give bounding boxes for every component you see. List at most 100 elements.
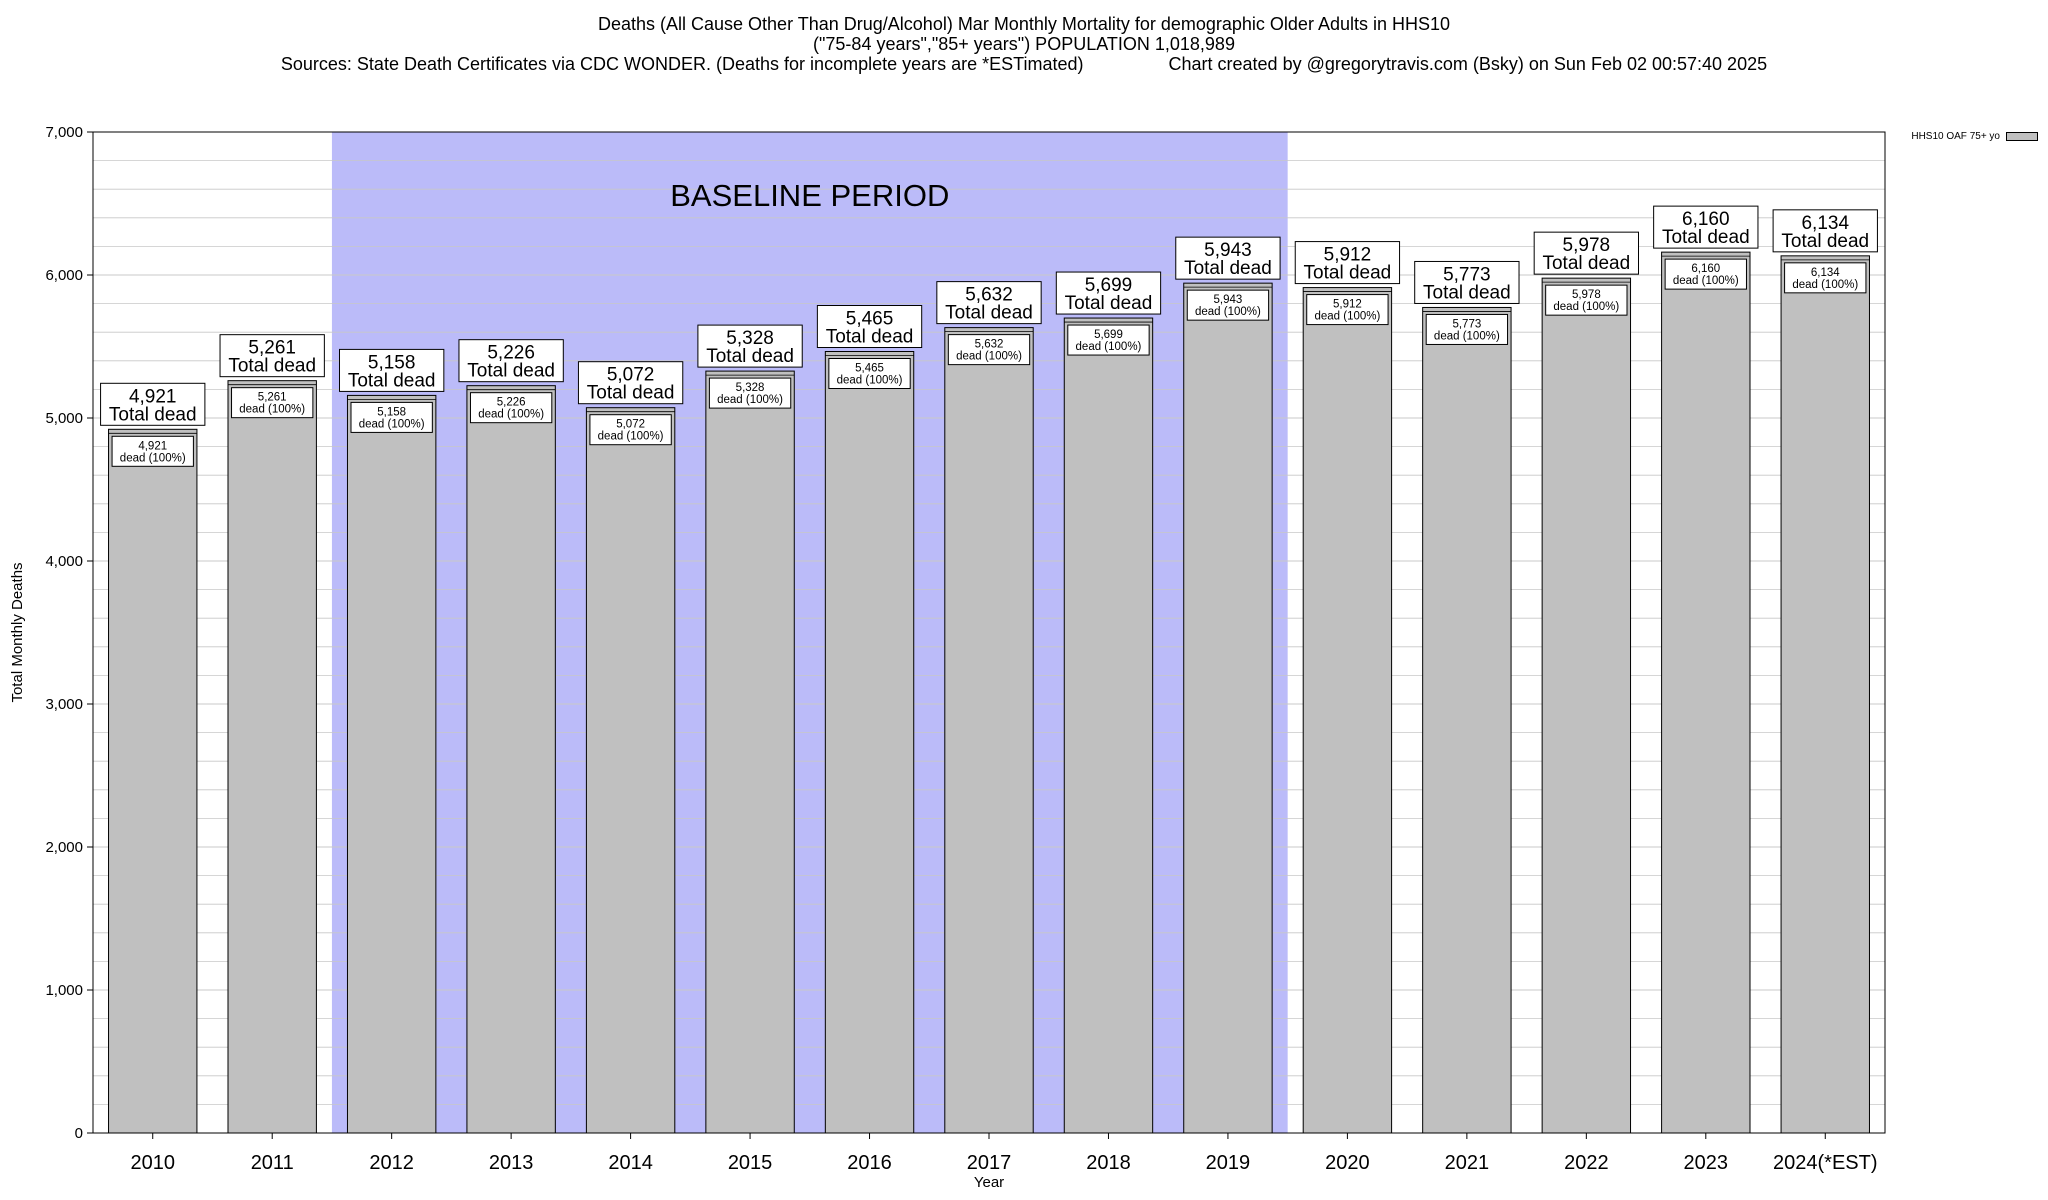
inner-label-box xyxy=(469,392,553,424)
inner-dead-label: dead (100%) xyxy=(120,452,186,464)
inner-value-label: 5,943 xyxy=(1214,294,1243,306)
y-tick-label: 5,000 xyxy=(45,410,83,427)
y-tick-label: 1,000 xyxy=(45,982,83,999)
top-label-box xyxy=(1055,271,1162,315)
legend-swatch xyxy=(2006,132,2038,141)
top-value-label: 5,699 xyxy=(1085,275,1133,296)
y-tick-label: 6,000 xyxy=(45,267,83,284)
x-axis-label: Year xyxy=(974,1174,1004,1191)
y-tick-label: 3,000 xyxy=(45,696,83,713)
chart-source-note: Sources: State Death Certificates via CD… xyxy=(280,54,1768,74)
bar xyxy=(585,407,676,1134)
inner-value-label: 5,465 xyxy=(855,363,884,375)
top-total-dead-label: Total dead xyxy=(1781,231,1869,252)
top-value-label: 5,632 xyxy=(965,285,1013,306)
inner-dead-label: dead (100%) xyxy=(478,409,544,421)
x-tick-label: 2014 xyxy=(608,1152,653,1174)
inner-dead-label: dead (100%) xyxy=(837,375,903,387)
inner-dead-label: dead (100%) xyxy=(1673,275,1739,287)
chart-title-block: Deaths (All Cause Other Than Drug/Alcoho… xyxy=(0,14,2048,74)
inner-dead-label: dead (100%) xyxy=(1195,306,1261,318)
inner-label-box xyxy=(1425,313,1509,345)
top-value-label: 5,158 xyxy=(368,352,416,373)
x-tick-label: 2023 xyxy=(1684,1152,1729,1174)
inner-value-label: 5,699 xyxy=(1094,329,1123,341)
inner-label-box xyxy=(1067,324,1150,356)
inner-value-label: 5,261 xyxy=(258,392,287,404)
x-tick-label: 2012 xyxy=(369,1152,414,1174)
top-value-label: 5,465 xyxy=(846,309,894,330)
bar xyxy=(1780,255,1870,1134)
inner-value-label: 4,921 xyxy=(138,440,167,452)
bar xyxy=(1661,251,1751,1134)
y-tick-label: 7,000 xyxy=(45,124,83,141)
inner-label-box xyxy=(111,435,194,467)
inner-label-box xyxy=(708,377,792,409)
top-total-dead-label: Total dead xyxy=(587,383,675,404)
bar xyxy=(944,327,1034,1134)
top-value-label: 5,978 xyxy=(1563,235,1611,256)
inner-dead-label: dead (100%) xyxy=(239,404,305,416)
top-value-label: 5,943 xyxy=(1204,240,1252,261)
inner-value-label: 5,632 xyxy=(975,339,1004,351)
top-value-label: 5,328 xyxy=(726,328,774,349)
inner-label-box xyxy=(1306,294,1389,326)
bar xyxy=(705,370,795,1134)
x-tick-label: 2016 xyxy=(847,1152,892,1174)
top-value-label: 5,261 xyxy=(248,338,296,359)
x-tick-label: 2022 xyxy=(1564,1152,1609,1174)
x-tick-label: 2015 xyxy=(728,1152,773,1174)
top-value-label: 4,921 xyxy=(129,386,177,407)
inner-value-label: 5,773 xyxy=(1452,318,1481,330)
legend: HHS10 OAF 75+ yo xyxy=(1911,131,2038,142)
inner-label-box xyxy=(350,401,433,433)
bar xyxy=(1541,277,1632,1134)
x-tick-label: 2011 xyxy=(251,1152,294,1174)
inner-dead-label: dead (100%) xyxy=(956,351,1022,363)
top-label-box xyxy=(1414,260,1520,304)
x-tick-label: 2010 xyxy=(130,1152,175,1174)
top-value-label: 6,134 xyxy=(1801,213,1849,234)
inner-label-box xyxy=(589,414,672,446)
top-label-box xyxy=(816,305,923,349)
plot-frame xyxy=(92,131,1886,1134)
top-total-dead-label: Total dead xyxy=(706,346,794,367)
inner-label-box xyxy=(947,334,1031,366)
top-label-box xyxy=(577,361,684,405)
inner-dead-label: dead (100%) xyxy=(1076,341,1142,353)
bar xyxy=(346,394,437,1134)
inner-dead-label: dead (100%) xyxy=(1314,311,1380,323)
inner-value-label: 5,072 xyxy=(616,419,645,431)
bar xyxy=(466,385,556,1134)
bar xyxy=(1422,306,1512,1134)
top-label-box xyxy=(697,324,803,368)
top-total-dead-label: Total dead xyxy=(1662,227,1750,248)
top-label-box xyxy=(1653,205,1759,249)
x-tick-label: 2020 xyxy=(1325,1152,1370,1174)
y-tick-label: 2,000 xyxy=(45,839,83,856)
chart-subtitle: ("75-84 years","85+ years") POPULATION 1… xyxy=(813,34,1235,54)
top-total-dead-label: Total dead xyxy=(1065,293,1153,314)
top-total-dead-label: Total dead xyxy=(826,327,914,348)
top-label-box xyxy=(219,334,325,378)
bar xyxy=(1183,282,1273,1134)
inner-label-box xyxy=(1186,289,1270,321)
inner-value-label: 6,160 xyxy=(1691,263,1720,275)
y-tick-label: 4,000 xyxy=(45,553,83,570)
bar xyxy=(227,380,317,1134)
top-label-box xyxy=(458,339,564,383)
top-label-box xyxy=(1533,231,1639,275)
inner-label-box xyxy=(1664,258,1747,290)
top-label-box xyxy=(100,382,206,426)
inner-dead-label: dead (100%) xyxy=(1792,279,1858,291)
inner-value-label: 6,134 xyxy=(1811,267,1840,279)
top-total-dead-label: Total dead xyxy=(228,356,316,377)
x-tick-label: 2019 xyxy=(1206,1152,1251,1174)
baseline-period-label: BASELINE PERIOD xyxy=(670,178,949,213)
top-total-dead-label: Total dead xyxy=(109,404,197,425)
top-total-dead-label: Total dead xyxy=(1423,282,1511,303)
x-tick-label: 2017 xyxy=(967,1152,1012,1174)
bar xyxy=(108,428,198,1134)
x-tick-label: 2013 xyxy=(489,1152,534,1174)
